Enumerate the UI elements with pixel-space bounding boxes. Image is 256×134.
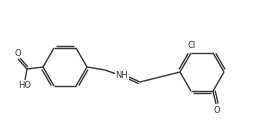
Text: NH: NH [116,72,128,81]
Text: HO: HO [18,81,31,90]
Text: O: O [14,49,21,58]
Text: Cl: Cl [188,41,196,50]
Text: O: O [214,106,220,115]
